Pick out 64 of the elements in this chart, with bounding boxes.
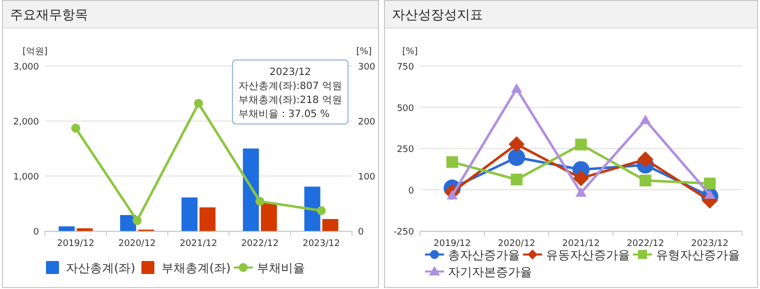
y2-tick-label: 300 bbox=[358, 62, 376, 72]
point bbox=[637, 151, 654, 168]
y-tick-label: 0 bbox=[33, 228, 40, 238]
x-tick-label: 2023/12 bbox=[302, 239, 340, 249]
chart-title: 주요재무항목 bbox=[10, 8, 88, 23]
y-tick-label: 250 bbox=[396, 145, 414, 155]
y-tick-label: 2,000 bbox=[13, 118, 40, 128]
y-axis-title: [억원] bbox=[22, 47, 48, 57]
point bbox=[255, 196, 264, 206]
legend-label: 부채총계(좌) bbox=[161, 261, 231, 275]
legend-label: 총자산증가율 bbox=[448, 248, 520, 262]
point bbox=[640, 114, 651, 124]
point bbox=[508, 136, 525, 152]
x-tick-label: 2022/12 bbox=[241, 239, 279, 249]
x-tick-label: 2020/12 bbox=[498, 239, 536, 249]
x-tick-label: 2020/12 bbox=[118, 239, 156, 249]
point bbox=[508, 148, 526, 166]
x-tick-label: 2021/12 bbox=[180, 239, 218, 249]
point bbox=[510, 174, 522, 186]
point bbox=[575, 138, 587, 150]
bar bbox=[304, 186, 320, 231]
y2-tick-label: 0 bbox=[358, 228, 364, 238]
legend-label: 자기자본증가율 bbox=[448, 265, 532, 279]
y-axis-title: [%] bbox=[402, 47, 418, 57]
point bbox=[576, 187, 586, 197]
y-tick-label: 750 bbox=[396, 62, 414, 72]
point bbox=[194, 98, 203, 108]
annotation: 2023/12 bbox=[270, 67, 312, 78]
bar bbox=[322, 219, 338, 231]
x-tick-label: 2019/12 bbox=[57, 239, 94, 249]
legend-label: 유형자산증가율 bbox=[656, 248, 740, 262]
point bbox=[640, 174, 652, 186]
x-tick-label: 2019/12 bbox=[434, 239, 471, 249]
y2-tick-label: 200 bbox=[358, 118, 376, 128]
point bbox=[316, 206, 326, 216]
bar bbox=[200, 207, 216, 231]
y2-axis-title: [%] bbox=[356, 47, 372, 57]
annotation: 부채비율 : 37.05 % bbox=[238, 109, 330, 120]
y-tick-label: 500 bbox=[396, 104, 414, 114]
bar bbox=[260, 202, 277, 231]
x-tick-label: 2023/12 bbox=[691, 239, 728, 249]
bar bbox=[242, 148, 259, 231]
annotation: 자산총계(좌):807 억원 bbox=[238, 81, 342, 92]
y2-tick-label: 100 bbox=[358, 172, 376, 182]
x-tick-label: 2021/12 bbox=[562, 239, 600, 249]
legend-label: 부채비율 bbox=[256, 261, 305, 275]
y-tick-label: 3,000 bbox=[13, 62, 40, 72]
bar bbox=[76, 228, 93, 231]
chart-title: 자산성장성지표 bbox=[392, 8, 483, 23]
point bbox=[511, 83, 522, 93]
point bbox=[446, 156, 458, 168]
legend-label: 자산총계(좌) bbox=[66, 261, 136, 275]
bar bbox=[58, 226, 75, 231]
x-tick-label: 2022/12 bbox=[626, 239, 664, 249]
point bbox=[71, 124, 80, 133]
y-tick-label: 1,000 bbox=[13, 172, 40, 182]
y-tick-label: -250 bbox=[394, 228, 414, 238]
annotation: 부채총계(좌):218 억원 bbox=[238, 95, 342, 106]
bar bbox=[182, 197, 198, 231]
point bbox=[573, 170, 589, 186]
point bbox=[132, 216, 142, 226]
y-tick-label: 0 bbox=[408, 186, 414, 196]
point bbox=[704, 178, 716, 190]
legend-label: 유동자산증가율 bbox=[546, 248, 630, 262]
